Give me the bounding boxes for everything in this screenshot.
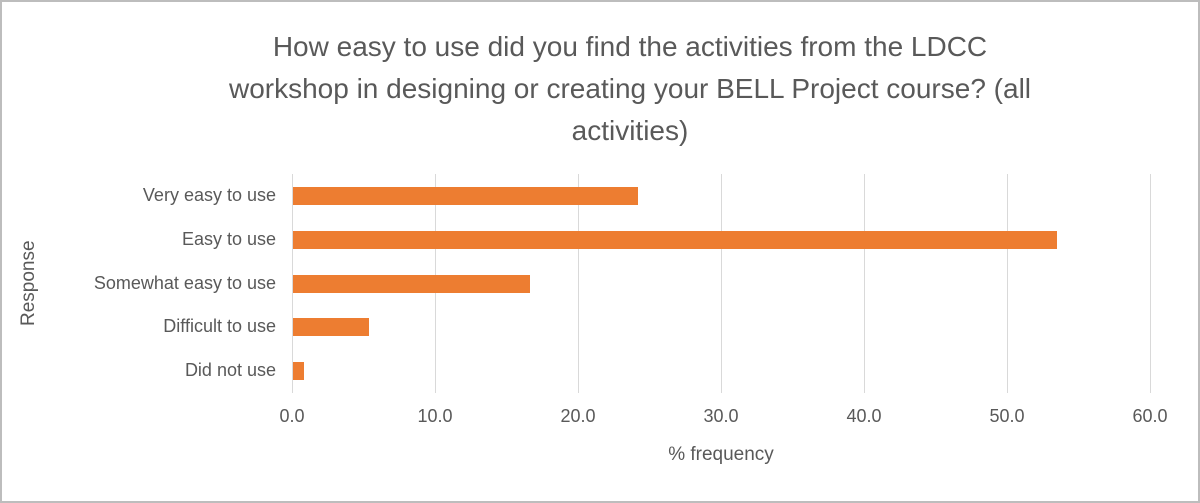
chart-title-line: activities) xyxy=(571,115,689,146)
x-axis-title: % frequency xyxy=(668,444,774,465)
x-tick-label: 50.0 xyxy=(989,406,1025,426)
x-tick-label: 0.0 xyxy=(279,406,305,426)
gridline xyxy=(1007,174,1008,393)
x-tick-label: 60.0 xyxy=(1132,406,1168,426)
gridline xyxy=(721,174,722,393)
gridline xyxy=(1150,174,1151,393)
bar-easy-to-use xyxy=(293,230,1057,249)
x-tick-label: 10.0 xyxy=(417,406,453,426)
category-label-did-not-use: Did not use xyxy=(184,360,276,381)
value-axis-line xyxy=(292,174,293,393)
x-tick-label: 40.0 xyxy=(846,406,882,426)
category-label-somewhat-easy-to-use: Somewhat easy to use xyxy=(93,272,276,293)
category-label-very-easy-to-use: Very easy to use xyxy=(142,185,276,205)
bar-somewhat-easy-to-use xyxy=(293,274,531,293)
chart-title-line: How easy to use did you find the activit… xyxy=(272,31,988,62)
category-label-difficult-to-use: Difficult to use xyxy=(163,316,276,337)
gridline xyxy=(864,174,865,393)
gridline xyxy=(578,174,579,393)
x-tick-label: 30.0 xyxy=(703,406,739,426)
bar-did-not-use xyxy=(293,362,305,381)
bar-difficult-to-use xyxy=(293,318,369,337)
category-label-easy-to-use: Easy to use xyxy=(181,228,276,249)
chart-title: How easy to use did you find the activit… xyxy=(150,26,1110,152)
plot-area xyxy=(292,174,1151,393)
x-tick-label: 20.0 xyxy=(560,406,596,426)
bar-very-easy-to-use xyxy=(293,186,638,205)
chart-title-line: workshop in designing or creating your B… xyxy=(228,73,1032,104)
